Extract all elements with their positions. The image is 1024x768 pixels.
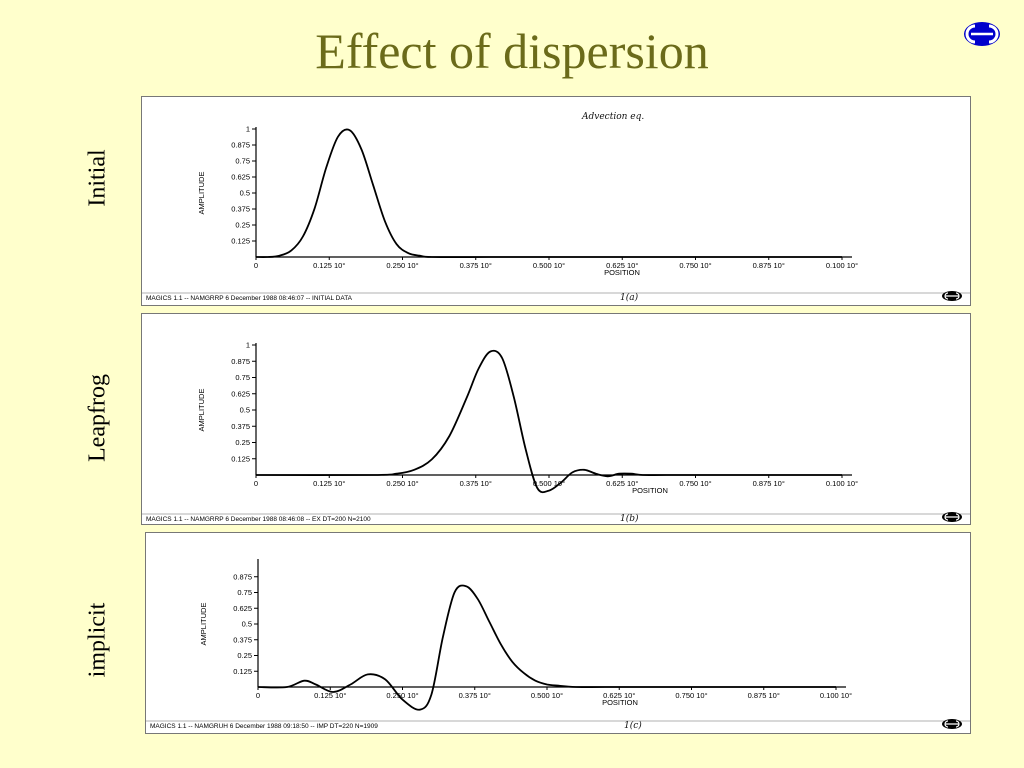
chart-svg: 1 0.875 0.75 0.625 0.5 0.375 0.25 0.125 0 0.125 1… [142,341,970,524]
y-tick-label: 1 [246,125,250,134]
y-tick-label: 0.75 [237,588,252,597]
series-line [255,128,842,258]
y-tick-label: 1 [246,341,250,350]
x-tick-label: 0.625 10° [606,261,638,270]
chart-panel-leapfrog: 1 0.875 0.75 0.625 0.5 0.375 0.25 0.125 0 0.125 1… [141,313,971,525]
x-tick-label: 0.875 10° [748,691,780,700]
x-tick-label: 0 [254,479,258,488]
footer-text: MAGICS 1.1 -- NAMGRUH 6 December 1988 09… [150,723,378,730]
x-tick-label: 0.375 10° [460,479,492,488]
figure-label: 1(b) [620,513,639,524]
figure-label: 1(c) [624,720,642,731]
x-tick-label: 0.250 10° [386,691,418,700]
chart-panel-implicit: 0.875 0.75 0.625 0.5 0.375 0.25 0.125 0 0.125 10… [145,532,971,734]
x-tick-label: 0.100 10° [820,691,852,700]
y-tick-label: 0.375 [231,422,250,431]
x-tick-label: 0.100 10° [826,479,858,488]
ecmwf-mini-logo-icon [942,291,962,301]
y-tick-label: 0.5 [240,189,250,198]
y-tick-label: 0.375 [233,635,252,644]
y-axis-label: AMPLITUDE [197,172,206,215]
x-tick-label: 0 [256,691,260,700]
x-tick-label: 0.625 10° [603,691,635,700]
footer-text: MAGICS 1.1 -- NAMGRRP 6 December 1988 08… [146,516,371,523]
x-tick-label: 0.250 10° [386,261,418,270]
x-tick-label: 0.125 10° [313,479,345,488]
x-tick-label: 0 [254,261,258,270]
x-tick-label: 0.500 10° [533,261,565,270]
chart-svg: 0.875 0.75 0.625 0.5 0.375 0.25 0.125 0 0.125 10… [146,559,970,731]
y-tick-label: 0.5 [240,406,250,415]
series-line [257,584,836,711]
figure-label: 1(a) [620,292,639,303]
y-tick-label: 0.75 [235,373,250,382]
x-axis-label: POSITION [602,698,638,707]
x-tick-label: 0.100 10° [826,261,858,270]
panel-label-initial: Initial [84,149,111,207]
y-tick-label: 0.875 [233,572,252,581]
y-tick-label: 0.625 [231,389,250,398]
x-tick-label: 0.375 10° [460,261,492,270]
footer-text: MAGICS 1.1 -- NAMGRRP 6 December 1988 08… [146,295,353,302]
y-tick-label: 0.25 [237,651,252,660]
x-tick-label: 0.500 10° [531,691,563,700]
y-tick-label: 0.25 [235,438,250,447]
ecmwf-mini-logo-icon [942,512,962,522]
y-tick-label: 0.5 [242,620,252,629]
x-tick-label: 0.375 10° [459,691,491,700]
x-tick-label: 0.250 10° [386,479,418,488]
ecmwf-mini-logo-icon [942,719,962,729]
y-axis-label: AMPLITUDE [197,389,206,432]
y-tick-label: 0.875 [231,141,250,150]
y-tick-label: 0.875 [231,357,250,366]
x-tick-label: 0.750 10° [675,691,707,700]
x-tick-label: 0.875 10° [753,261,785,270]
chart-svg: 1 0.875 0.75 0.625 0.5 0.375 0.25 0.125 0 0.125 1… [142,112,970,303]
y-tick-label: 0.125 [233,667,252,676]
x-axis-label: POSITION [632,486,668,495]
slide-title: Effect of dispersion [315,23,709,79]
ecmwf-logo-icon [964,22,1000,46]
x-tick-label: 0.125 10° [314,691,346,700]
x-tick-label: 0.750 10° [679,261,711,270]
annotation: Advection eq. [581,112,644,122]
x-tick-label: 0.625 10° [606,479,638,488]
x-tick-label: 0.125 10° [313,261,345,270]
x-tick-label: 0.750 10° [679,479,711,488]
y-tick-label: 0.25 [235,221,250,230]
x-axis-label: POSITION [604,268,640,277]
y-tick-label: 0.625 [231,173,250,182]
y-tick-label: 0.125 [231,454,250,463]
series-line [255,349,842,494]
y-tick-label: 0.125 [231,237,250,246]
panel-label-leapfrog: Leapfrog [84,374,111,462]
y-tick-label: 0.625 [233,604,252,613]
panel-label-implicit: implicit [84,602,111,678]
y-tick-label: 0.375 [231,205,250,214]
chart-panel-initial: 1 0.875 0.75 0.625 0.5 0.375 0.25 0.125 0 0.125 1… [141,96,971,306]
x-tick-label: 0.500 10° [533,479,565,488]
x-tick-label: 0.875 10° [753,479,785,488]
y-tick-label: 0.75 [235,157,250,166]
y-axis-label: AMPLITUDE [199,603,208,646]
